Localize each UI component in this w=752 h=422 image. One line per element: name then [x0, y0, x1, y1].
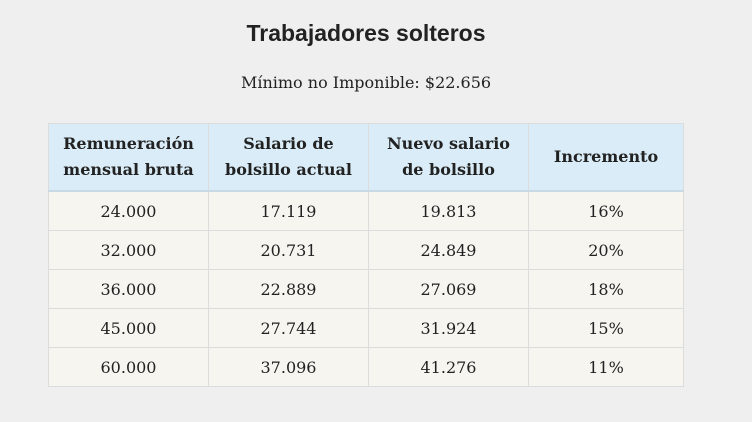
column-header: Salario de bolsillo actual: [208, 123, 369, 192]
column-header: Remuneración mensual bruta: [48, 123, 209, 192]
table-cell: 37.096: [208, 347, 369, 387]
table-cell: 45.000: [48, 308, 209, 348]
table-cell: 20%: [528, 230, 684, 270]
table-cell: 18%: [528, 269, 684, 309]
table-cell: 17.119: [208, 190, 369, 231]
table-row: 24.000 17.119 19.813 16%: [48, 190, 684, 231]
table-cell: 24.000: [48, 190, 209, 231]
table-cell: 36.000: [48, 269, 209, 309]
table-row: 60.000 37.096 41.276 11%: [48, 347, 684, 387]
subtitle: Mínimo no Imponible: $22.656: [240, 73, 492, 92]
table-cell: 60.000: [48, 347, 209, 387]
table-row: 32.000 20.731 24.849 20%: [48, 230, 684, 270]
table-cell: 16%: [528, 190, 684, 231]
title: Trabajadores solteros: [246, 20, 486, 46]
column-header: Incremento: [528, 123, 684, 192]
table-cell: 32.000: [48, 230, 209, 270]
table-row: 45.000 27.744 31.924 15%: [48, 308, 684, 348]
table-row: 36.000 22.889 27.069 18%: [48, 269, 684, 309]
table-cell: 24.849: [368, 230, 529, 270]
table-cell: 31.924: [368, 308, 529, 348]
table-cell: 19.813: [368, 190, 529, 231]
table-cell: 11%: [528, 347, 684, 387]
table-cell: 27.069: [368, 269, 529, 309]
table: Remuneración mensual bruta Salario de bol…: [48, 123, 684, 387]
table-cell: 27.744: [208, 308, 369, 348]
column-header: Nuevo salario de bolsillo: [368, 123, 529, 192]
table-cell: 22.889: [208, 269, 369, 309]
table-body: 24.000 17.119 19.813 16% 32.000 20.731 24.849 2…: [48, 190, 684, 387]
header-row: Remuneración mensual bruta Salario de bol…: [48, 123, 684, 192]
table-cell: 15%: [528, 308, 684, 348]
table-cell: 20.731: [208, 230, 369, 270]
table-cell: 41.276: [368, 347, 529, 387]
